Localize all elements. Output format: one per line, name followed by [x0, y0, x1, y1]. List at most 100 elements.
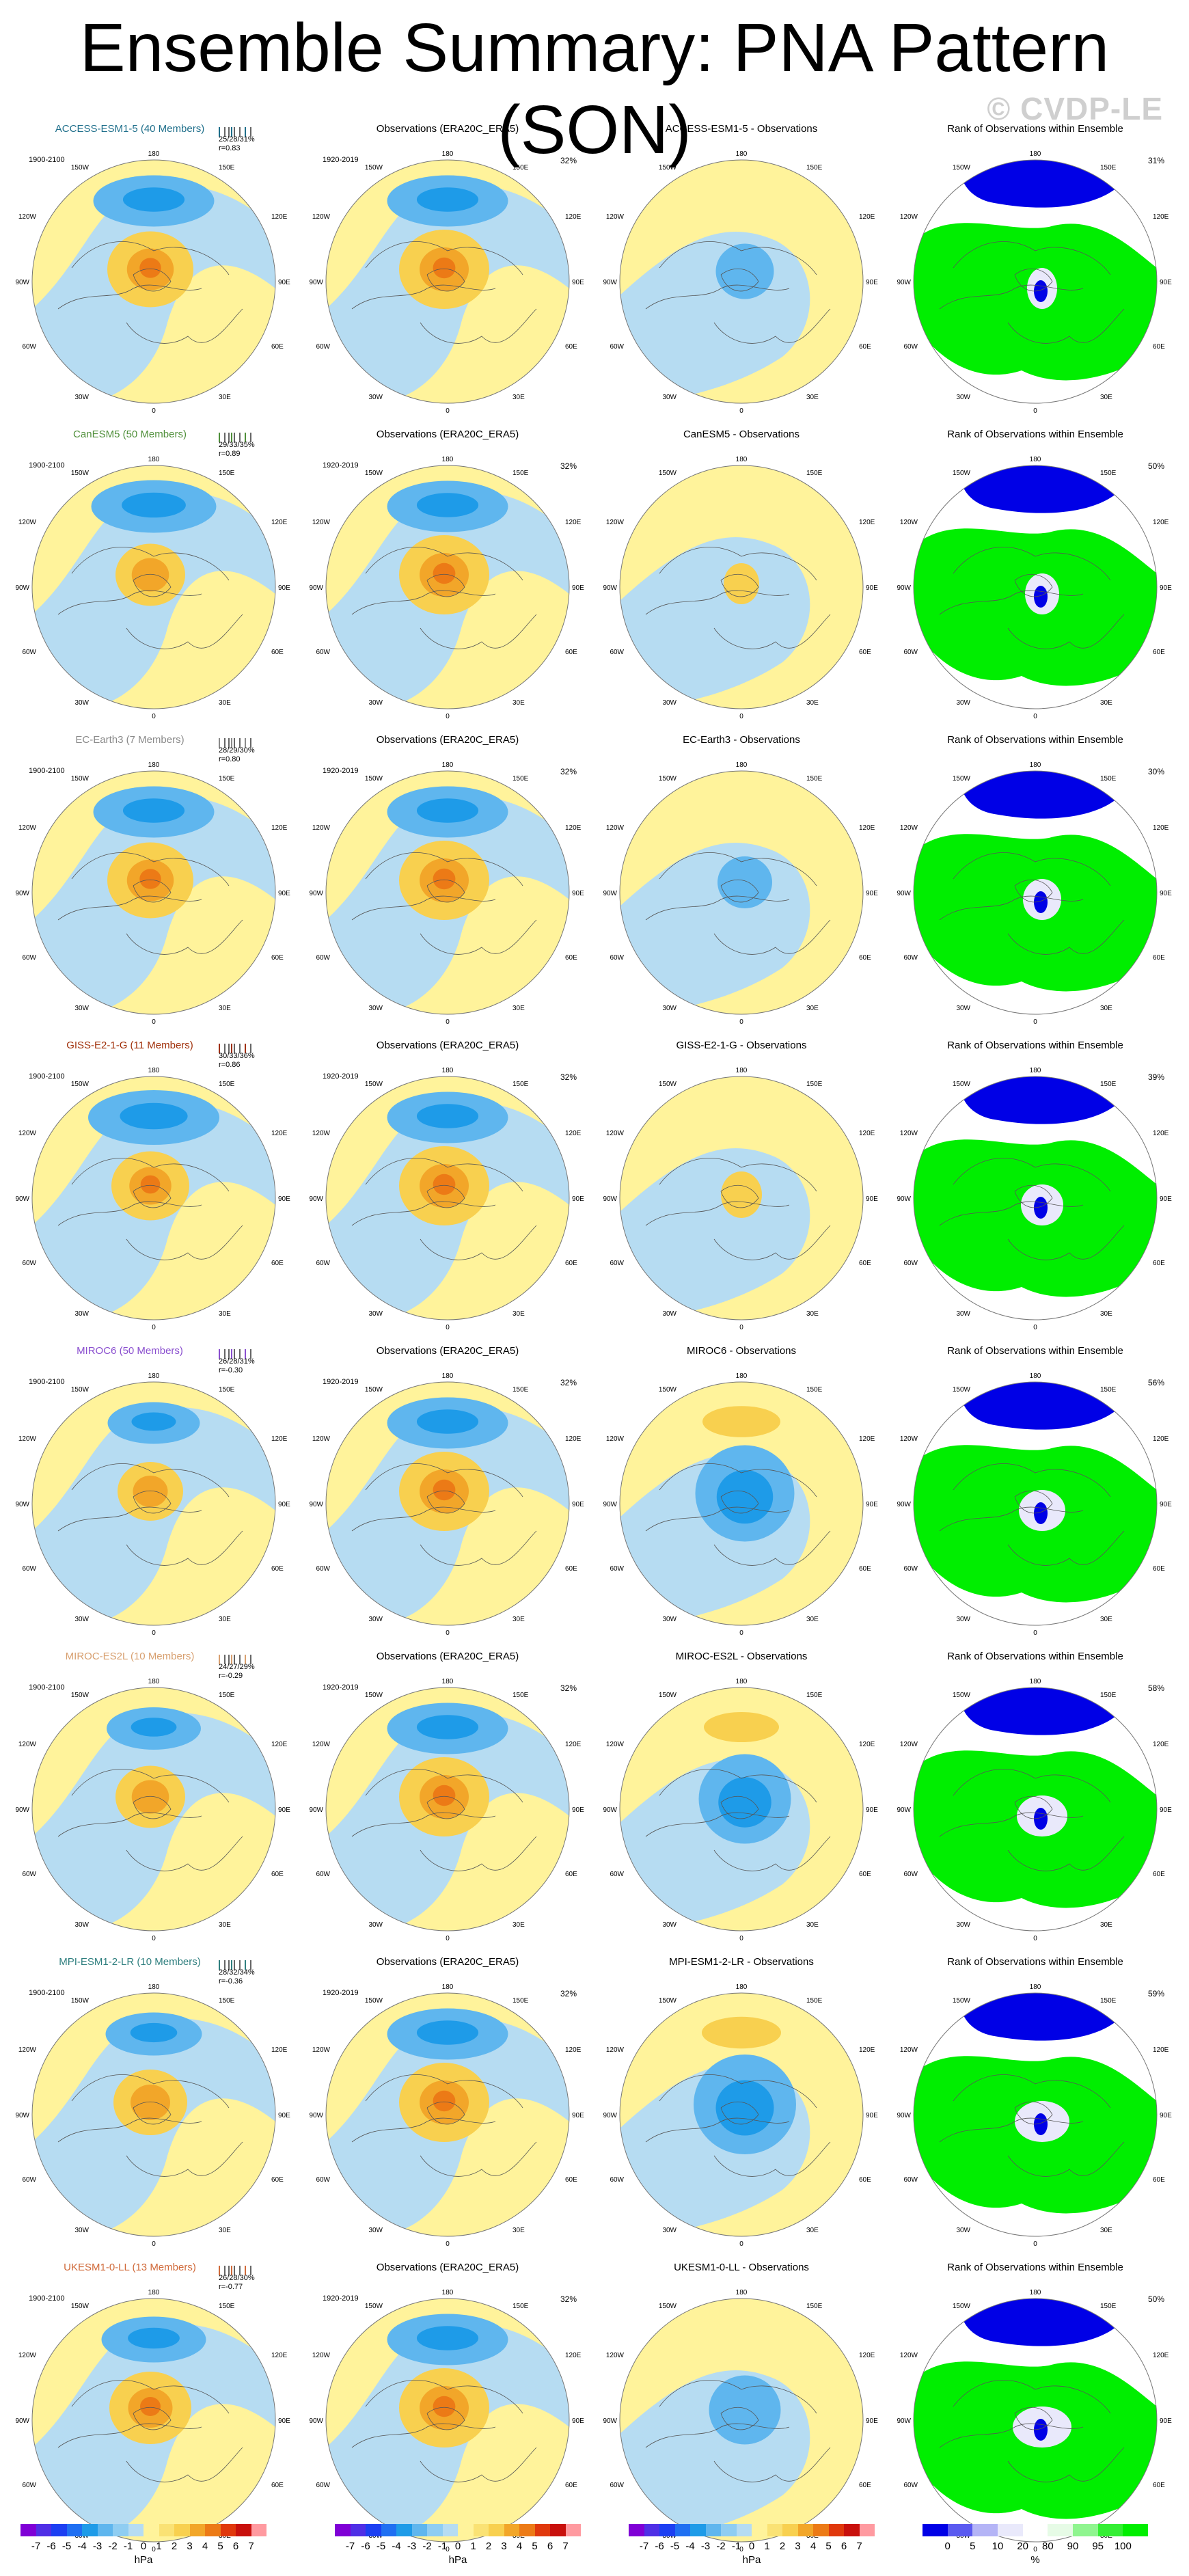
- canada-center-mid: [131, 1780, 169, 1814]
- lon-label-lower_right: 30E: [512, 1921, 525, 1929]
- lon-label-lower_left: 30W: [662, 394, 676, 401]
- coastlines: [939, 241, 1125, 344]
- obs-pct: 32%: [560, 2294, 577, 2304]
- lon-label-left_top: 120W: [18, 2046, 37, 2054]
- lon-label-upper_left: 150W: [659, 164, 677, 172]
- lon-label-left: 90W: [309, 279, 323, 286]
- member-tick: [228, 1655, 230, 1664]
- lon-label-right: 90E: [866, 1195, 878, 1203]
- lon-label-right: 90E: [278, 890, 290, 897]
- colorbar-swatch: [705, 2524, 721, 2536]
- lon-label-top: 180: [148, 2289, 160, 2296]
- map-border: [325, 2298, 570, 2543]
- canada-center-inner: [433, 868, 456, 890]
- lon-label-right_top: 120E: [1153, 213, 1169, 221]
- colorbar-swatch: [411, 2524, 427, 2536]
- lon-label-right_top: 120E: [859, 2352, 875, 2359]
- lon-label-lower_right: 30E: [1100, 394, 1112, 401]
- lon-label-right_bottom: 60E: [1153, 1871, 1165, 1878]
- obs-map: 180 150W 150E 120W 120E 90W 90E 60W 60E 30W 30E 0: [309, 456, 584, 720]
- lon-label-upper_left: 150W: [71, 775, 90, 783]
- lon-label-left: 90W: [15, 584, 29, 592]
- colorbar-label: -5: [670, 2540, 680, 2552]
- lon-label-lower_right: 30E: [806, 1310, 819, 1318]
- panel-row: UKESM1-0-LL (13 Members) 1900-2100 26/28/3…: [0, 2262, 1189, 2553]
- lon-label-left: 90W: [15, 1501, 29, 1508]
- lon-label-left_bottom: 60W: [903, 343, 918, 351]
- lon-label-left: 90W: [309, 2417, 323, 2425]
- colorbar-label: -6: [46, 2540, 56, 2552]
- member-tick: [224, 1655, 226, 1664]
- model-map: 180 150W 150E 120W 120E 90W 90E 60W 60E 30W 30E 0: [15, 1983, 290, 2248]
- lon-label-left_top: 120W: [606, 2046, 625, 2054]
- colorbar-swatch: [205, 2524, 221, 2536]
- colorbar-swatch: [947, 2524, 973, 2536]
- lon-label-lower_left: 30W: [368, 1616, 383, 1623]
- lon-label-left: 90W: [309, 890, 323, 897]
- lon-label-right_bottom: 60E: [859, 649, 871, 656]
- lon-label-top: 180: [736, 1372, 748, 1380]
- lon-label-lower_left: 30W: [368, 699, 383, 707]
- lon-label-left_bottom: 60W: [22, 954, 36, 962]
- lon-label-left_top: 120W: [900, 213, 918, 221]
- lon-label-right_bottom: 60E: [859, 1260, 871, 1267]
- pct-range: 28/32/34%: [219, 1968, 255, 1977]
- coastlines: [939, 1158, 1125, 1260]
- lon-label-lower_right: 30E: [806, 1616, 819, 1623]
- member-tick: [239, 738, 241, 748]
- model-period: 1900-2100: [29, 1378, 65, 1386]
- lon-label-left_bottom: 60W: [903, 2482, 918, 2489]
- coastlines: [351, 1158, 537, 1260]
- member-tick: [228, 2266, 230, 2275]
- pacific-center-inner: [122, 798, 185, 823]
- colorbar-label: 6: [840, 2540, 847, 2552]
- member-tick: [245, 2266, 246, 2275]
- coastlines: [645, 2074, 831, 2177]
- lon-label-top: 180: [1030, 456, 1041, 463]
- lon-label-right_bottom: 60E: [271, 649, 284, 656]
- member-tick: [224, 738, 226, 748]
- lon-label-right_bottom: 60E: [1153, 2176, 1165, 2184]
- lon-label-left_bottom: 60W: [22, 2176, 36, 2184]
- coastlines: [351, 241, 537, 344]
- lon-label-right_bottom: 60E: [565, 954, 577, 962]
- colorbar-label: 0: [944, 2540, 951, 2552]
- lon-label-right_bottom: 60E: [271, 2176, 284, 2184]
- map-border: [619, 1076, 864, 1320]
- colorbar-label: -7: [345, 2540, 355, 2552]
- lon-label-top: 180: [442, 2289, 454, 2296]
- lon-label-top: 180: [736, 1678, 748, 1685]
- model-period: 1900-2100: [29, 1072, 65, 1081]
- lon-label-left_top: 120W: [606, 824, 625, 832]
- colorbar-swatch: [752, 2524, 767, 2536]
- lon-label-top: 180: [1030, 2289, 1041, 2296]
- rank-panel: Rank of Observations within Ensemble 59% 1…: [895, 1956, 1175, 2248]
- lon-label-right_bottom: 60E: [859, 2482, 871, 2489]
- obs-pct: 32%: [560, 461, 577, 471]
- lon-label-upper_left: 150W: [365, 2303, 383, 2310]
- colorbar-swatch: [113, 2524, 128, 2536]
- map-border: [325, 159, 570, 404]
- member-tick: [250, 127, 251, 137]
- lon-label-right: 90E: [278, 1806, 290, 1814]
- coastlines: [351, 1769, 537, 1871]
- pacific-center-inner: [416, 493, 479, 517]
- member-tick: [228, 1349, 230, 1359]
- colorbar-swatch: [519, 2524, 535, 2536]
- colorbar-rank: 0 5 10 20 80 90 95 100%: [922, 2524, 1148, 2572]
- lon-label-left_top: 120W: [606, 519, 625, 526]
- pacific-center-inner: [416, 187, 479, 212]
- lon-label-upper_left: 150W: [365, 1386, 383, 1394]
- obs-pct: 32%: [560, 1989, 577, 1998]
- colorbar-label: 2: [485, 2540, 492, 2552]
- model-title: ACCESS-ESM1-5 (40 Members): [55, 123, 205, 135]
- rank-map: 180 150W 150E 120W 120E 90W 90E 60W 60E 30W 30E 0: [897, 761, 1172, 1026]
- model-period: 1900-2100: [29, 767, 65, 775]
- member-tick: [245, 433, 246, 442]
- lon-label-bottom: 0: [446, 2240, 450, 2248]
- lon-label-upper_right: 150E: [219, 1692, 235, 1699]
- colorbar-label: 4: [202, 2540, 208, 2552]
- lon-label-upper_right: 150E: [1100, 1692, 1117, 1699]
- lon-label-lower_right: 30E: [806, 394, 819, 401]
- diff-center-outer: [709, 2375, 781, 2445]
